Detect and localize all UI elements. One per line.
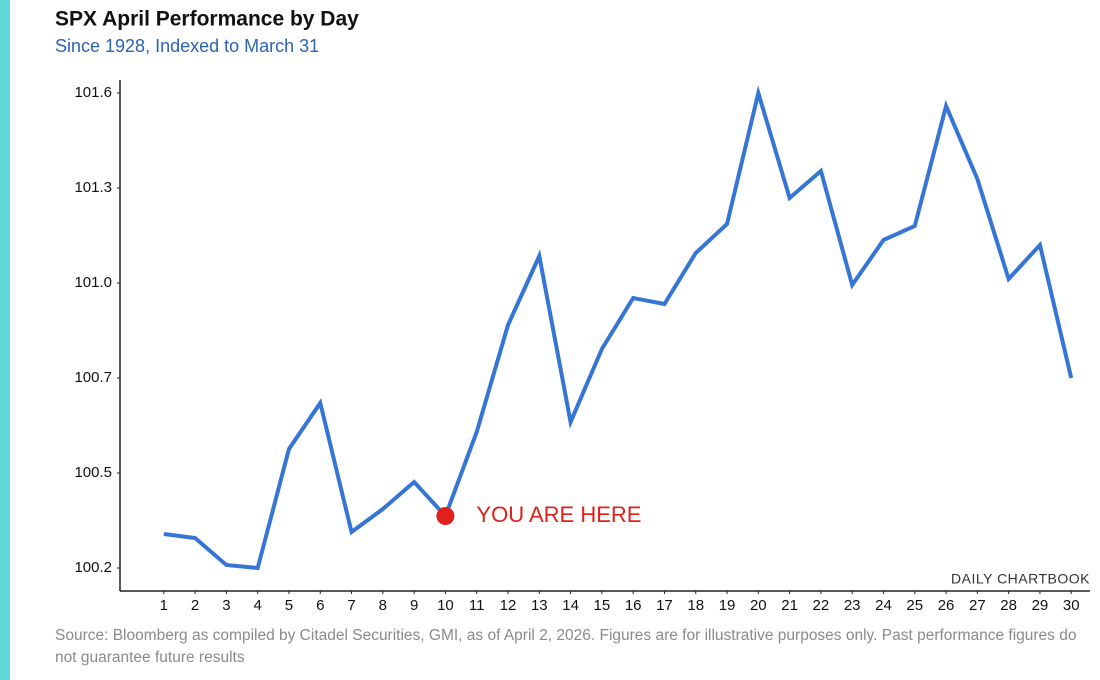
x-tick-label: 10 [437,597,454,614]
x-tick-label: 24 [875,597,892,614]
watermark: DAILY CHARTBOOK [951,571,1090,587]
y-tick-label: 101.6 [74,84,112,101]
x-tick-label: 20 [750,597,767,614]
x-tick-label: 3 [222,597,230,614]
x-tick-label: 16 [625,597,642,614]
y-tick-label: 100.2 [74,559,112,576]
x-tick-label: 29 [1032,597,1049,614]
chart-title: SPX April Performance by Day [55,8,359,31]
y-tick-label: 100.5 [74,464,112,481]
x-tick-label: 13 [531,597,548,614]
x-tick-label: 19 [719,597,736,614]
x-tick-label: 22 [813,597,830,614]
series-line [163,85,1074,571]
x-tick-label: 27 [969,597,986,614]
y-tick-label: 101.0 [74,274,112,291]
x-tick-label: 12 [500,597,517,614]
accent-bar [0,0,10,680]
x-tick-label: 8 [379,597,387,614]
x-tick-label: 26 [938,597,955,614]
x-tick-label: 23 [844,597,861,614]
x-tick-label: 14 [562,597,579,614]
x-tick-label: 15 [594,597,611,614]
x-tick-label: 25 [906,597,923,614]
x-tick-label: 2 [191,597,199,614]
x-tick-label: 17 [656,597,673,614]
x-tick-label: 5 [285,597,293,614]
x-tick-label: 1 [160,597,168,614]
y-tick-label: 100.7 [74,369,112,386]
x-tick-label: 30 [1063,597,1080,614]
source-note: Source: Bloomberg as compiled by Citadel… [55,627,1077,666]
annotation-label: YOU ARE HERE [476,502,641,527]
chart-subtitle: Since 1928, Indexed to March 31 [55,36,319,56]
x-tick-label: 7 [347,597,355,614]
annotation-marker [436,507,455,525]
x-tick-label: 21 [781,597,798,614]
y-tick-label: 101.3 [74,179,112,196]
x-tick-label: 28 [1000,597,1017,614]
x-tick-label: 18 [687,597,704,614]
x-tick-label: 9 [410,597,418,614]
x-tick-label: 11 [469,597,485,614]
x-tick-label: 6 [316,597,324,614]
x-tick-label: 4 [254,597,262,614]
